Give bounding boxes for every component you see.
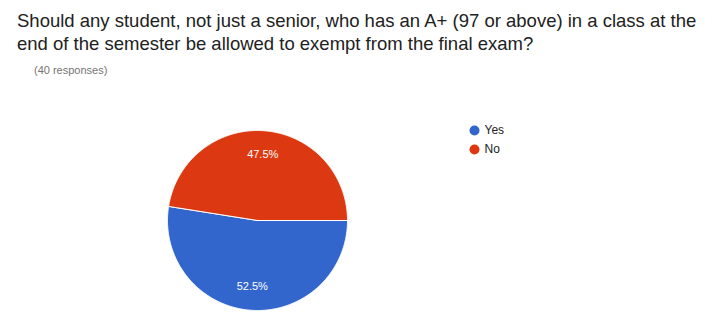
html-text:Should any student, not just a: Should any student, not just a senior, w…	[17, 10, 697, 54]
html-text:(40 responses): (40 responses)	[34, 64, 108, 76]
svg-text:47.5%: 47.5%	[247, 148, 278, 160]
svg-text:52.5%: 52.5%	[237, 280, 268, 292]
svg-text:No: No	[485, 142, 501, 156]
svg-text:Yes: Yes	[485, 123, 505, 137]
